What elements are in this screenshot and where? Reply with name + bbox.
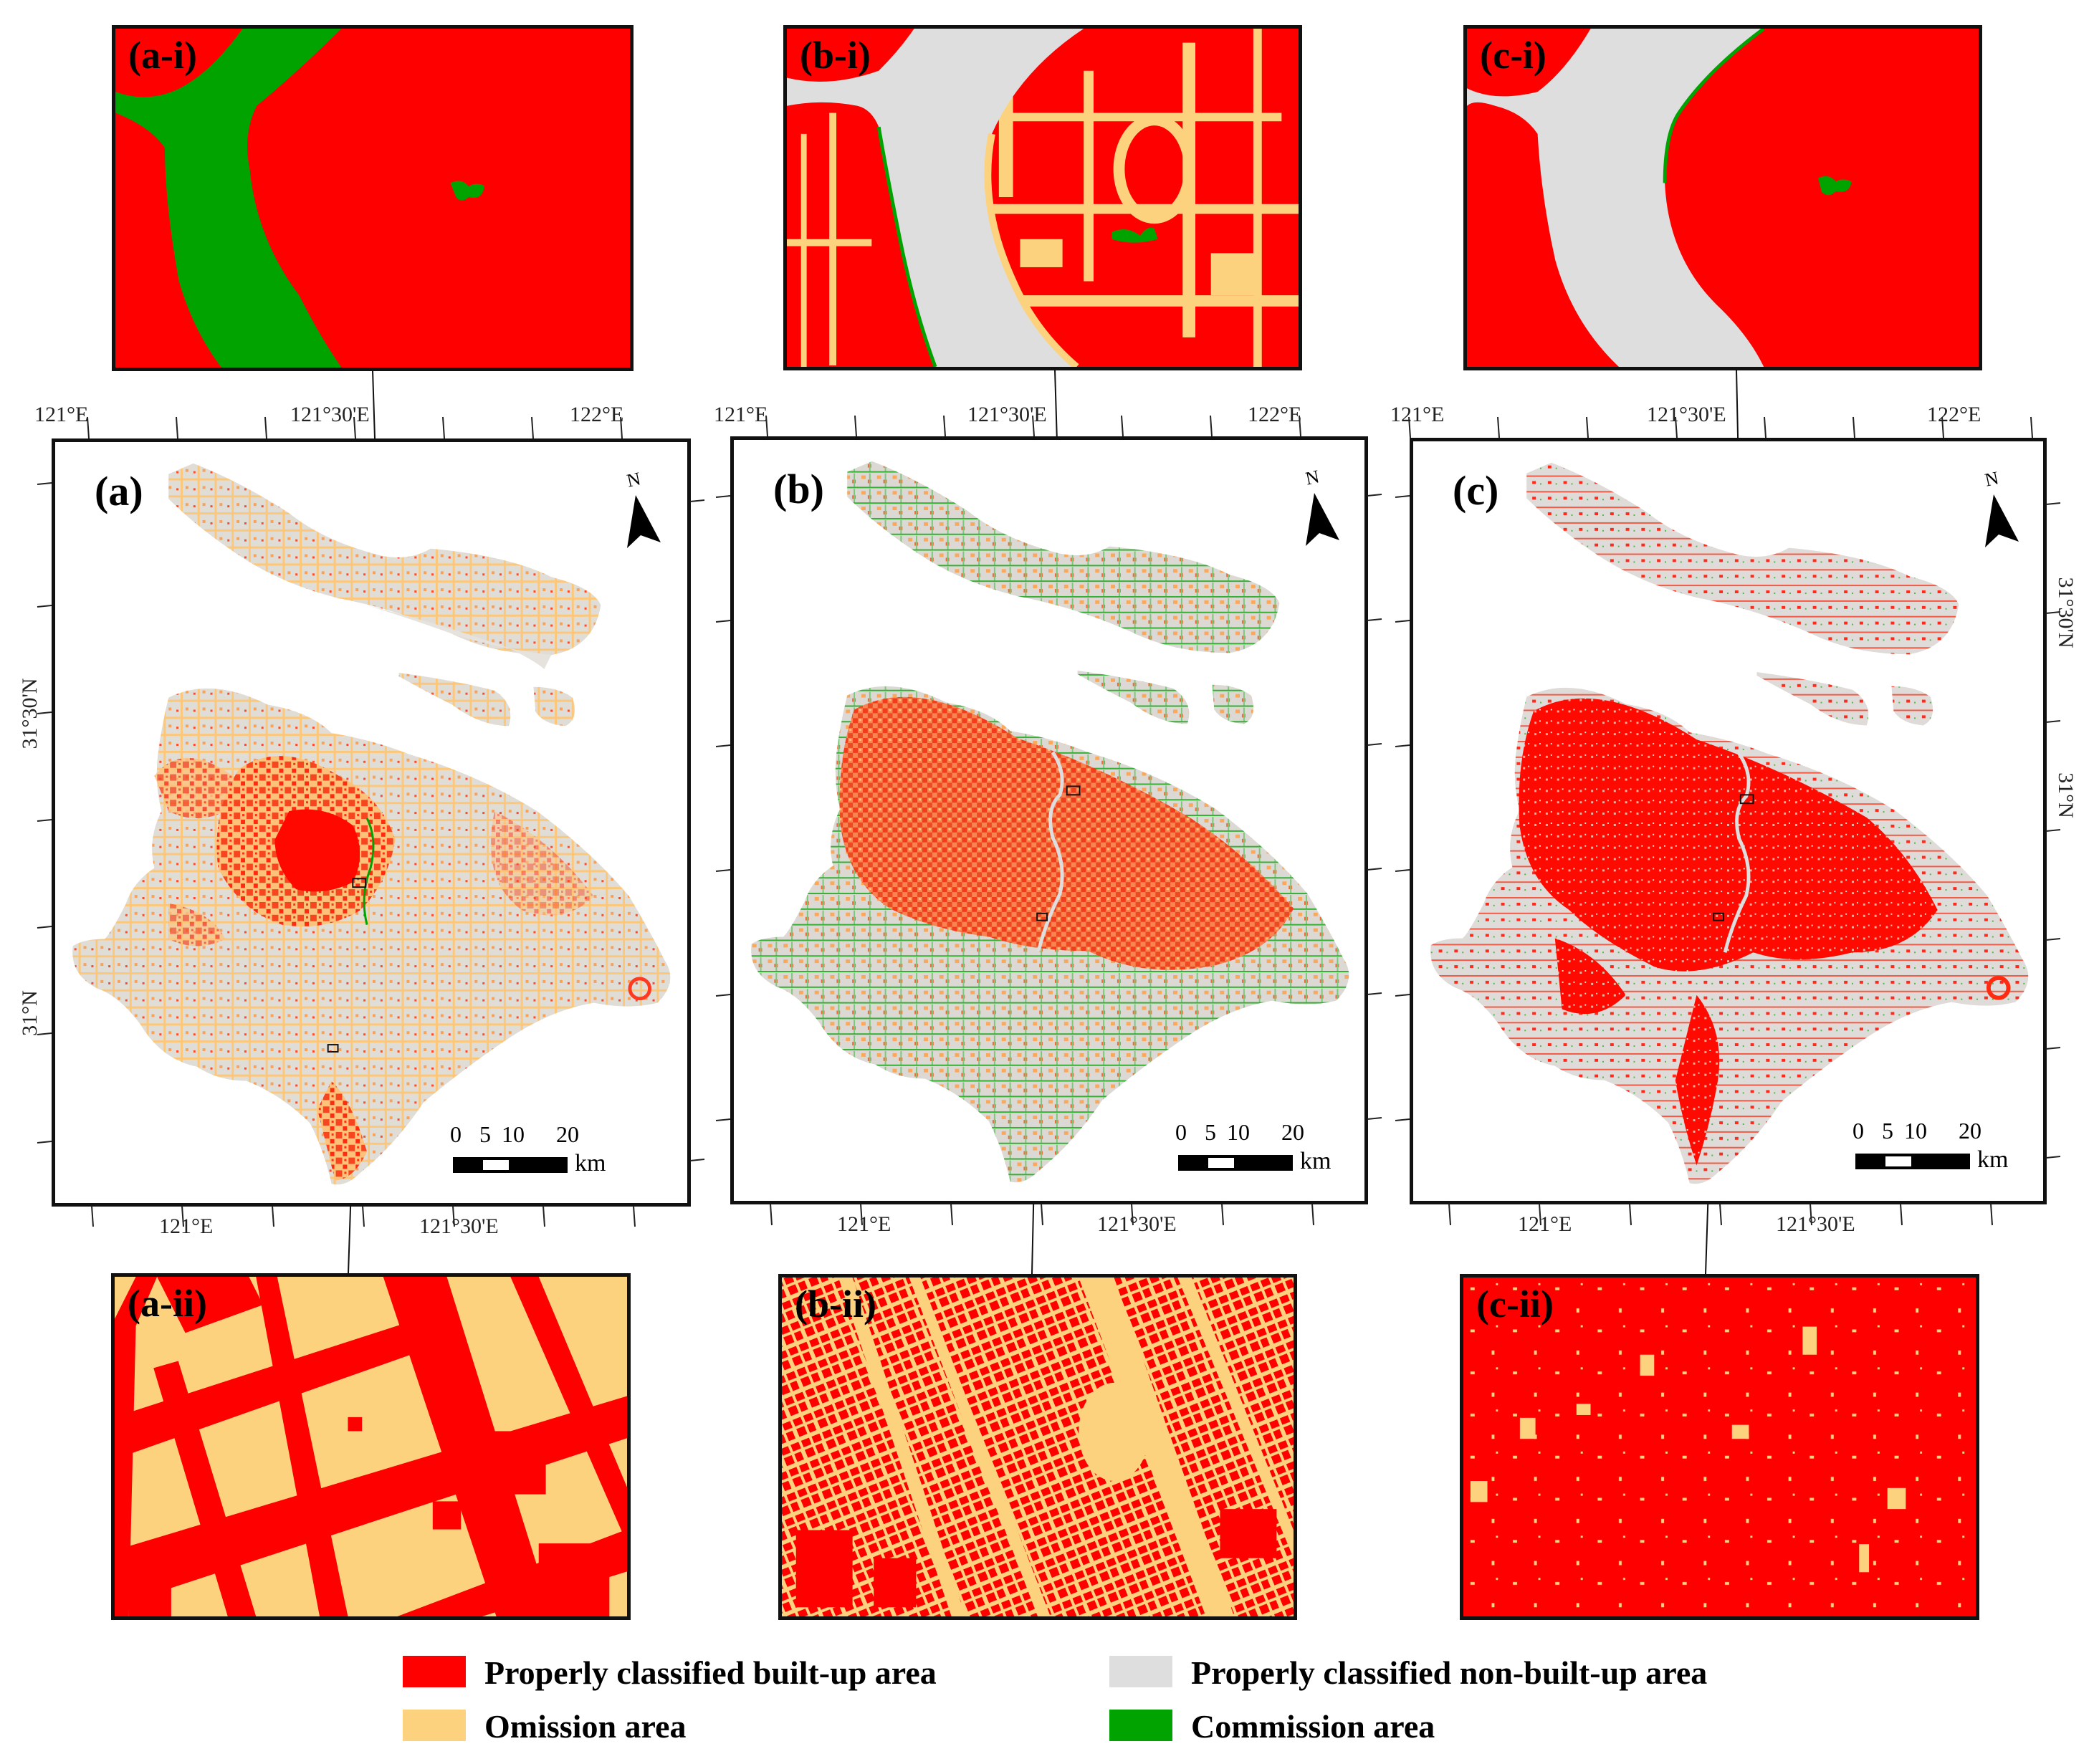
map-label: (c) [1453,467,1499,514]
lon-label: 121°E [1390,403,1445,426]
scale-bar: 0 5 10 20 km [1175,1119,1343,1176]
inset-a-ii: (a-ii) [111,1273,631,1620]
legend-swatch-commission [1109,1710,1172,1741]
legend-label-non-built-up: Properly classified non-built-up area [1191,1654,1708,1691]
map-b: (b) N 0 5 10 20 km [730,436,1368,1204]
scale-unit: km [1977,1146,2009,1173]
lon-label: 121°30'E [1097,1212,1177,1236]
inset-b-ii-raster [782,1278,1294,1616]
inset-b-i-raster [787,29,1299,367]
lon-label: 121°30'E [1776,1212,1855,1236]
lon-label: 121°30'E [1647,403,1726,426]
north-arrow-icon [1306,493,1339,546]
map-b-land [751,461,1349,1183]
legend-swatch-omission [403,1710,466,1741]
inset-c-i-raster [1467,29,1979,367]
north-arrow: N [1979,467,2030,547]
scale-tick: 5 [1882,1118,1893,1144]
inset-label: (c-i) [1480,34,1546,77]
inset-c-ii: (c-ii) [1460,1274,1979,1620]
inset-b-i: (b-i) [783,25,1302,370]
scale-bar-graphic [453,1157,568,1173]
scale-bar-graphic [1855,1154,1970,1169]
lon-label: 121°30'E [290,403,370,426]
legend-label-commission: Commission area [1191,1708,1435,1745]
scale-tick: 20 [556,1121,579,1147]
scale-tick: 10 [1904,1118,1927,1144]
scale-bar: 0 5 10 20 km [1852,1118,2020,1175]
north-arrow-icon [627,495,661,548]
lon-label: 121°30'E [967,403,1047,426]
inset-label: (c-ii) [1476,1283,1554,1326]
scale-bar-graphic [1178,1155,1293,1171]
lat-label: 31°N [18,990,42,1036]
scale-bar: 0 5 10 20 km [450,1121,618,1179]
scale-tick: 10 [502,1121,525,1147]
scale-tick: 0 [1175,1119,1187,1145]
lon-label: 121°E [159,1214,214,1238]
lat-label: 31°N [2054,772,2078,818]
inset-a-ii-raster [115,1277,627,1616]
map-c: (c) N 0 5 10 20 km [1410,438,2047,1204]
inset-c-ii-raster [1463,1278,1976,1616]
map-a-land [72,463,671,1185]
north-arrow: N [621,468,671,548]
inset-label: (b-i) [800,34,871,77]
inset-a-i: (a-i) [112,25,634,371]
map-a: (a) N 0 5 10 20 km [52,438,691,1207]
lat-label: 31°30'N [18,678,42,749]
legend-swatch-built-up [403,1656,466,1687]
scale-unit: km [575,1150,606,1176]
inset-label: (b-ii) [795,1283,876,1326]
lon-label: 121°E [714,403,768,426]
scale-tick: 20 [1959,1118,1981,1144]
scale-tick: 0 [450,1121,462,1147]
scale-tick: 5 [1205,1119,1216,1145]
scale-unit: km [1300,1148,1332,1174]
lon-label: 122°E [570,403,624,426]
inset-a-i-raster [115,29,630,368]
inset-label: (a-i) [128,34,197,77]
map-label: (a) [95,468,143,514]
scale-tick: 0 [1852,1118,1864,1144]
inset-label: (a-ii) [128,1282,207,1325]
lon-label: 122°E [1927,403,1981,426]
scale-tick: 10 [1227,1119,1250,1145]
map-label: (b) [773,466,824,512]
north-arrow: N [1300,466,1350,546]
inset-c-i: (c-i) [1463,25,1982,370]
north-arrow-icon [1985,494,2019,547]
scale-tick: 5 [479,1121,491,1147]
scale-tick: 20 [1281,1119,1304,1145]
inset-b-ii: (b-ii) [778,1274,1297,1620]
legend-label-built-up: Properly classified built-up area [484,1654,937,1691]
lon-label: 121°E [34,403,89,426]
legend-swatch-non-built-up [1109,1656,1172,1687]
lon-label: 121°E [837,1212,891,1236]
map-c-land [1430,462,2029,1184]
lon-label: 121°E [1518,1212,1572,1236]
lon-label: 122°E [1248,403,1302,426]
lon-label: 121°30'E [419,1214,499,1238]
legend-label-omission: Omission area [484,1708,687,1745]
lat-label: 31°30'N [2054,577,2078,648]
